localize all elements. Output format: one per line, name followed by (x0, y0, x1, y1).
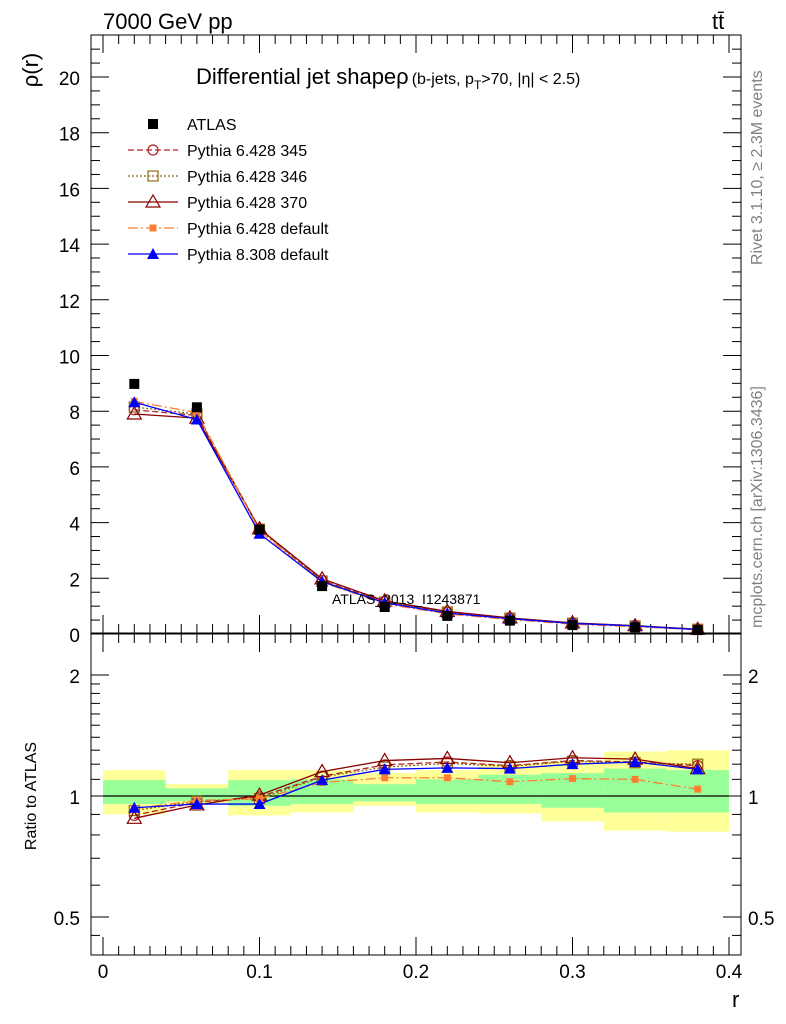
lower-series-layer (126, 749, 706, 824)
analysis-watermark: ATLAS_2013_I1243871 (332, 591, 481, 607)
green-band-bin (603, 768, 667, 813)
upper-axis-ticks: 0 2 4 6 8 10 12 14 16 18 20 (59, 35, 741, 647)
data-point (317, 581, 328, 592)
x-tick-label: 0.2 (403, 962, 429, 983)
legend-label: Pythia 6.428 346 (187, 169, 307, 186)
ratio-point (378, 763, 391, 775)
lower-uncertainty-bands (103, 750, 729, 832)
chart-title-sub: (b-jets, p (412, 71, 474, 88)
ratio-point (316, 774, 329, 786)
chart-title-tail: >70, |η| < 2.5) (481, 71, 580, 88)
series-point (126, 405, 143, 420)
data-point (379, 601, 390, 612)
ratio-tick-label: 0.5 (54, 909, 80, 930)
green-band-bin (353, 784, 416, 802)
y-tick-label: 16 (59, 180, 80, 201)
data-point (191, 402, 202, 413)
data-point (442, 610, 453, 621)
data-point (692, 625, 703, 636)
legend-marker (147, 248, 159, 259)
series-point (190, 413, 203, 425)
x-tick-label: 0.3 (559, 962, 585, 983)
y-tick-label: 14 (59, 236, 81, 257)
y-tick-label: 4 (69, 515, 80, 536)
ratio-point (631, 775, 639, 783)
ratio-point (381, 774, 389, 782)
ratio-tick-label-right: 2 (748, 667, 759, 688)
ratio-tick-label-right: 1 (748, 788, 759, 809)
ratio-point (694, 785, 702, 793)
ratio-point (566, 758, 579, 770)
y-tick-label: 12 (59, 292, 80, 313)
green-band-bin (103, 780, 166, 805)
chart-title: Differential jet shapeρ (b-jets, pT>70, |… (196, 64, 580, 92)
ratio-point (253, 798, 266, 810)
y-tick-label: 8 (69, 403, 80, 424)
legend-marker (144, 193, 162, 208)
legend-marker (149, 224, 157, 232)
legend-label: Pythia 6.428 345 (187, 143, 307, 160)
process-label: tt̄ (712, 9, 724, 34)
data-point (254, 524, 265, 535)
lower-axis-ticks: 0.5 0.5 1 1 2 2 0 0.1 0.2 0.3 0.4 (54, 634, 774, 983)
series-line (134, 401, 698, 631)
green-band-bin (416, 779, 479, 805)
x-tick-label: 0.1 (246, 962, 272, 983)
y-tick-label: 18 (59, 125, 80, 146)
rivet-label: Rivet 3.1.10, ≥ 2.3M events (749, 70, 766, 265)
x-axis-label: r (732, 987, 739, 1012)
upper-frame (90, 34, 742, 634)
ratio-tick-label: 2 (69, 667, 80, 688)
ratio-tick-label: 1 (69, 788, 80, 809)
ratio-line (134, 777, 698, 810)
upper-series-layer (126, 378, 706, 636)
y-tick-label: 2 (69, 570, 80, 591)
legend-label: ATLAS (187, 117, 237, 134)
ratio-point (503, 762, 516, 774)
legend-marker (147, 144, 159, 156)
chart-title-main: Differential jet shapeρ (196, 64, 409, 89)
ratio-line (134, 761, 698, 809)
legend: ATLAS Pythia 6.428 345 Pythia 6.428 346 Pyt… (128, 117, 329, 264)
ratio-point (506, 778, 514, 786)
legend-label: Pythia 8.308 default (187, 247, 329, 264)
ratio-point (629, 756, 642, 768)
chart-title-subscript: T (474, 78, 482, 92)
y-tick-label: 6 (69, 459, 80, 480)
ratio-point (128, 801, 141, 813)
data-point (504, 615, 515, 626)
x-tick-label: 0 (98, 962, 109, 983)
data-point (567, 620, 578, 631)
green-band-bin (165, 788, 229, 802)
legend-marker (147, 170, 159, 182)
energy-label: 7000 GeV pp (103, 9, 233, 34)
y-tick-label: 20 (59, 69, 80, 90)
ratio-point (443, 774, 451, 782)
lower-frame (90, 633, 742, 956)
legend-label: Pythia 6.428 default (187, 221, 329, 238)
mcplots-label: mcplots.cern.ch [arXiv:1306.3436] (749, 386, 766, 628)
data-point (630, 622, 641, 633)
upper-y-axis-label: ρ(r) (18, 53, 43, 88)
ratio-point (441, 761, 454, 773)
series-line (134, 400, 698, 631)
series-point (193, 409, 201, 417)
ratio-tick-label-right: 0.5 (748, 909, 774, 930)
ratio-point (691, 763, 704, 775)
ratio-point (190, 798, 203, 810)
series-point (128, 396, 141, 408)
legend-marker (148, 119, 158, 129)
ratio-point (569, 775, 576, 783)
lower-y-axis-label: Ratio to ATLAS (23, 742, 40, 850)
legend-label: Pythia 6.428 370 (187, 195, 307, 212)
x-tick-label: 0.4 (716, 962, 743, 983)
data-point (129, 378, 140, 389)
y-tick-label: 0 (69, 626, 80, 647)
y-tick-label: 10 (59, 348, 80, 369)
ratio-point (126, 810, 143, 824)
